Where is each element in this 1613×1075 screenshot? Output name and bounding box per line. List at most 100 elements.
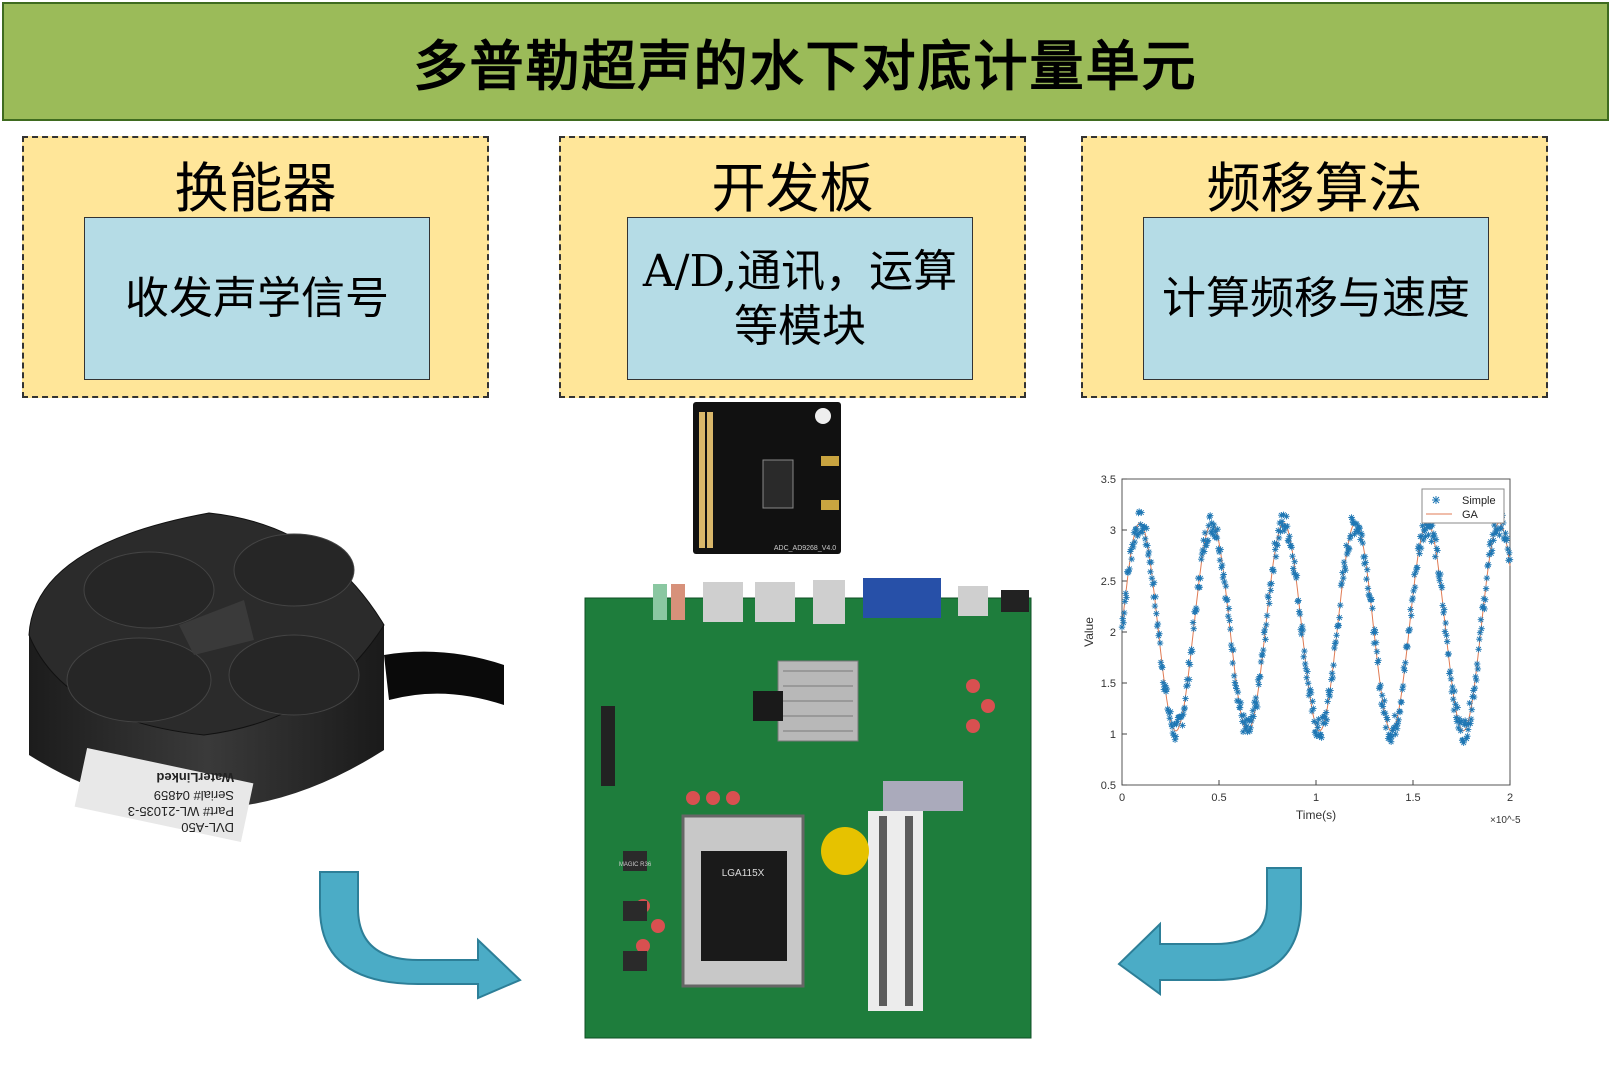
series-point-simple <box>1321 712 1328 720</box>
series-point-simple <box>1182 695 1189 702</box>
series-point-simple <box>1411 583 1419 591</box>
x-tick-label: 0.5 <box>1211 792 1226 804</box>
series-point-simple <box>1224 596 1231 603</box>
series-point-simple <box>1145 548 1153 556</box>
series-point-simple <box>1407 606 1414 613</box>
series-point-simple <box>1275 534 1283 542</box>
series-point-simple <box>1144 542 1151 549</box>
series-point-simple <box>1142 541 1150 548</box>
series-point-simple <box>1293 572 1301 579</box>
series-point-simple <box>1214 525 1221 533</box>
series-point-simple <box>1215 548 1223 556</box>
series-point-simple <box>1327 687 1334 694</box>
series-point-simple <box>1314 724 1322 731</box>
series-point-simple <box>1257 658 1265 666</box>
series-point-simple <box>1479 603 1487 610</box>
series-point-simple <box>1338 579 1345 587</box>
series-point-simple <box>1467 715 1475 723</box>
series-point-simple <box>1198 555 1205 563</box>
y-tick-label: 0.5 <box>1101 780 1116 792</box>
series-point-simple <box>1230 672 1238 680</box>
series-point-simple <box>1239 718 1246 725</box>
series-point-simple <box>1449 683 1456 691</box>
series-point-simple <box>1502 530 1509 537</box>
x-tick-label: 2 <box>1507 792 1513 804</box>
series-point-simple <box>1370 640 1378 647</box>
series-point-simple <box>1322 709 1330 716</box>
series-point-simple <box>1421 527 1428 535</box>
series-point-simple <box>1128 555 1135 563</box>
series-point-simple <box>1131 538 1138 546</box>
series-point-simple <box>1135 508 1143 515</box>
legend-label-ga: GA <box>1462 509 1479 521</box>
series-point-simple <box>1346 535 1354 542</box>
series-point-simple <box>1222 582 1230 590</box>
series-point-simple <box>1181 704 1188 712</box>
series-point-simple <box>1441 628 1449 635</box>
series-point-simple <box>1372 639 1380 646</box>
series-point-simple <box>1242 725 1249 732</box>
series-point-simple <box>1260 629 1268 636</box>
capacitor-label: MAGIC R36 <box>619 862 652 868</box>
series-point-simple <box>1438 582 1445 589</box>
series-point-simple <box>1193 606 1200 614</box>
series-point-simple <box>1437 570 1444 578</box>
series-point-simple <box>1236 704 1244 711</box>
series-point-simple <box>1269 566 1277 573</box>
series-point-simple <box>1350 519 1357 527</box>
series-point-simple <box>1130 529 1138 536</box>
series-point-simple <box>1429 521 1436 529</box>
series-point-simple <box>1462 721 1470 728</box>
series-point-simple <box>1174 718 1181 725</box>
series-point-simple <box>1292 574 1300 582</box>
series-point-simple <box>1313 732 1320 740</box>
series-point-simple <box>1475 646 1482 653</box>
series-point-simple <box>1452 701 1459 708</box>
series-point-simple <box>1406 626 1414 633</box>
series-point-simple <box>1343 542 1350 549</box>
series-point-simple <box>1381 697 1388 705</box>
series-point-simple <box>1170 732 1177 739</box>
series-point-simple <box>1302 665 1310 672</box>
frequency-shift-chart: 0 0.5 1 1.5 20.511.522.533.5Time(s)Value×10^… <box>1082 474 1521 826</box>
series-point-simple <box>1422 533 1429 540</box>
series-point-simple <box>1179 722 1186 729</box>
series-point-simple <box>1298 630 1305 638</box>
series-point-simple <box>1119 615 1126 622</box>
series-point-simple <box>1485 551 1493 558</box>
series-point-simple <box>1489 531 1497 538</box>
section-desc: 收发声学信号 <box>125 273 389 324</box>
series-point-simple <box>1157 659 1165 666</box>
y-tick-label: 2.5 <box>1101 576 1116 588</box>
series-point-simple <box>1408 612 1415 619</box>
series-point-simple <box>1344 548 1351 556</box>
series-point-simple <box>1234 688 1242 696</box>
series-point-simple <box>1446 670 1453 677</box>
series-point-simple <box>1313 719 1321 727</box>
series-point-simple <box>1378 700 1385 708</box>
section-title: 换能器 <box>174 157 337 220</box>
series-point-simple <box>1411 571 1418 578</box>
series-point-simple <box>1123 594 1130 601</box>
series-point-simple <box>1125 568 1132 575</box>
series-point-simple <box>1505 557 1512 564</box>
series-point-simple <box>1231 679 1239 686</box>
series-point-simple <box>1307 686 1314 693</box>
series-point-simple <box>1343 550 1351 558</box>
series-point-simple <box>1440 609 1447 617</box>
series-point-simple <box>1309 698 1316 705</box>
series-point-simple <box>1135 509 1142 517</box>
series-point-simple <box>1203 542 1210 549</box>
series-point-simple <box>1219 574 1227 581</box>
series-point-simple <box>1274 542 1281 549</box>
transducer-brand: WaterLinked <box>156 770 234 785</box>
series-point-simple <box>1242 716 1250 724</box>
x-axis-label: Time(s) <box>1296 808 1336 822</box>
series-point-simple <box>1346 545 1353 553</box>
series-point-simple <box>1470 687 1477 694</box>
series-point-simple <box>1420 536 1427 544</box>
series-point-simple <box>1129 541 1136 548</box>
series-point-simple <box>1279 522 1286 529</box>
series-point-simple <box>1201 548 1208 555</box>
series-point-simple <box>1379 703 1387 710</box>
